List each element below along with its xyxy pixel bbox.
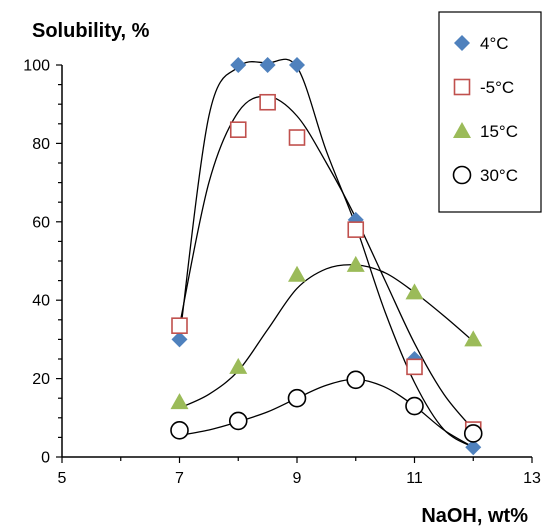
data-point: [347, 221, 365, 238]
trendline: [178, 58, 474, 448]
trendline: [179, 264, 474, 409]
x-axis-label: NaOH, wt%: [421, 505, 528, 527]
legend-label: 30°C: [480, 166, 518, 185]
data-point: [346, 370, 366, 390]
legend-marker: [454, 35, 470, 51]
data-point: [259, 93, 276, 111]
legend-marker: [453, 78, 471, 96]
y-tick-label: 20: [32, 371, 50, 388]
trend-lines: [178, 58, 474, 448]
x-tick-label: 7: [175, 470, 184, 487]
data-point: [229, 121, 247, 138]
trendline: [179, 378, 474, 448]
data-point: [170, 393, 189, 410]
data-markers: [170, 57, 483, 456]
y-tick-label: 100: [23, 58, 50, 75]
data-point: [288, 129, 306, 146]
data-point: [346, 255, 365, 272]
y-tick-label: 80: [32, 136, 50, 153]
legend-label: 4°C: [480, 34, 509, 53]
y-ticks: 0 20 40 60 80 100: [23, 58, 62, 467]
data-point: [289, 57, 305, 73]
data-point: [406, 358, 423, 376]
data-point: [230, 57, 247, 73]
axes: 5 7 9 11 13 0 20 40 60 80 100: [23, 58, 541, 488]
data-point: [463, 424, 483, 443]
data-point: [170, 421, 189, 440]
y-tick-label: 0: [41, 450, 50, 467]
x-ticks: 5 7 9 11 13: [58, 457, 541, 487]
data-point: [171, 317, 188, 334]
data-point: [288, 265, 306, 282]
x-tick-label: 11: [406, 470, 423, 487]
data-point: [405, 283, 424, 300]
legend-label: -5°C: [480, 78, 514, 97]
y-tick-label: 60: [32, 214, 50, 231]
y-axis-label: Solubility, %: [32, 20, 150, 42]
legend-items: 4°C -5°C 15°C 30°C: [452, 34, 518, 185]
y-tick-label: 40: [32, 293, 50, 310]
data-point: [465, 439, 482, 456]
data-point: [171, 331, 188, 348]
data-point: [228, 411, 248, 431]
legend-marker: [452, 165, 472, 185]
data-point: [287, 388, 307, 408]
x-tick-label: 9: [293, 470, 302, 487]
trendline: [178, 95, 474, 431]
x-tick-label: 5: [58, 470, 67, 487]
data-point: [259, 57, 276, 73]
legend-label: 15°C: [480, 122, 518, 141]
data-point: [464, 330, 483, 347]
x-tick-label: 13: [523, 470, 541, 487]
data-point: [229, 357, 248, 374]
data-point: [405, 396, 424, 416]
legend-marker: [453, 122, 471, 138]
legend: 4°C -5°C 15°C 30°C: [438, 11, 542, 213]
